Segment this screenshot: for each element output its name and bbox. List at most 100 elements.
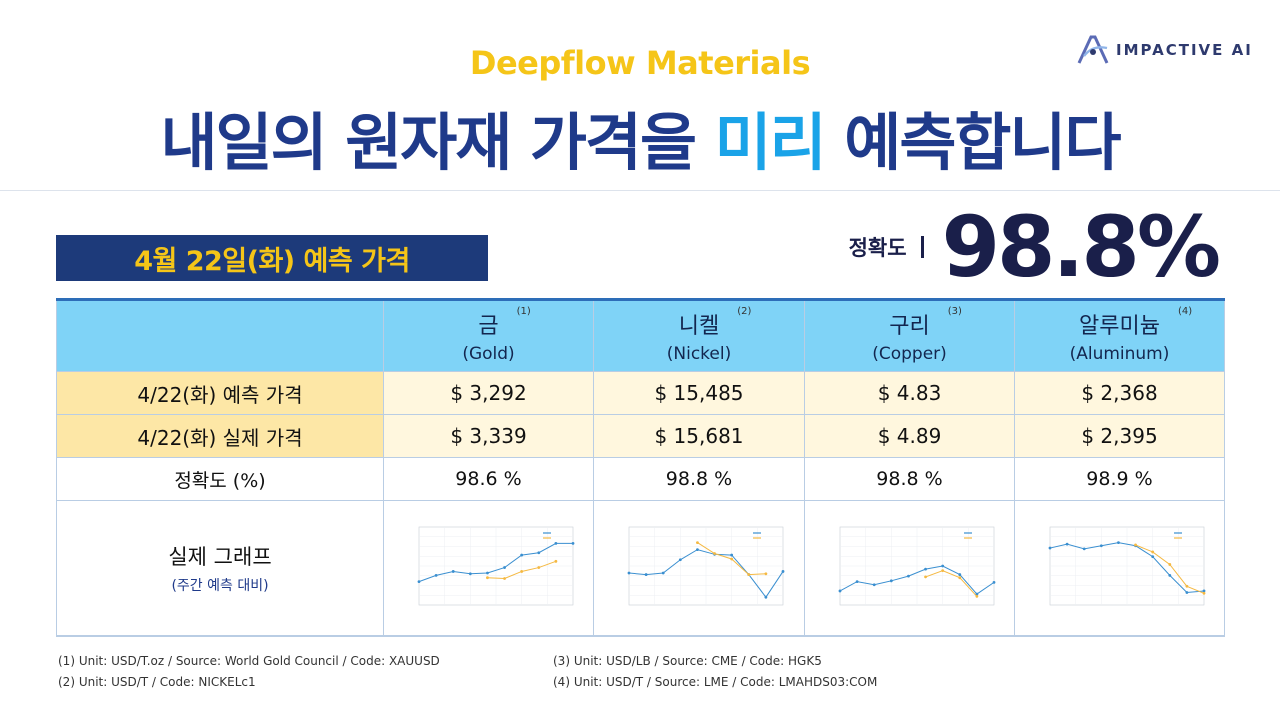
data-point (536, 566, 540, 569)
predicted-copper: $ 4.83 (804, 371, 1015, 415)
accuracy-nickel: 98.8 % (593, 457, 805, 501)
table-row-predicted: 4/22(화) 예측 가격 $ 3,292 $ 15,485 $ 4.83 $ … (56, 371, 1225, 415)
graph-cell-nickel (593, 500, 805, 637)
table-row-graph: 실제 그래프 (주간 예측 대비) (56, 500, 1225, 637)
graph-label: 실제 그래프 (168, 545, 272, 569)
headline-part-2: 예측합니다 (824, 106, 1121, 179)
data-point (1065, 542, 1069, 546)
predicted-aluminum: $ 2,368 (1014, 371, 1225, 415)
series-line (1049, 542, 1204, 594)
data-point (553, 541, 557, 545)
data-point (485, 571, 489, 575)
data-point (451, 570, 455, 573)
data-point (781, 570, 785, 573)
data-point (730, 553, 734, 557)
data-point (940, 569, 944, 573)
footnote-2: (2) Unit: USD/T / Code: NICKELc1 (58, 675, 256, 689)
data-point (730, 557, 734, 561)
accuracy-label: 정확도 (848, 236, 907, 260)
impactive-logo-icon (1077, 35, 1109, 64)
accuracy-separator (920, 236, 924, 258)
footnote-3: (3) Unit: USD/LB / Source: CME / Code: H… (553, 654, 822, 668)
data-point (957, 573, 961, 576)
data-point (536, 551, 540, 555)
data-point (485, 576, 489, 580)
data-point (764, 595, 768, 599)
graph-row-label: 실제 그래프 (주간 예측 대비) (56, 500, 384, 637)
header-empty-cell (56, 298, 384, 372)
table-row-accuracy: 정확도 (%) 98.6 % 98.8 % 98.8 % 98.9 % (56, 457, 1225, 501)
data-point (1202, 589, 1205, 593)
accuracy-value: 98.8% (941, 198, 1221, 296)
data-point (696, 548, 699, 552)
footnote-1: (1) Unit: USD/T.oz / Source: World Gold … (58, 654, 440, 668)
data-point (696, 541, 699, 544)
header-name: 니켈 (2) (679, 306, 752, 340)
graph-cell-gold (383, 500, 594, 637)
data-point (1150, 550, 1154, 554)
series-line (418, 542, 573, 583)
date-label: 4월 22일(화) 예측 가격 (56, 235, 488, 281)
graph-cell-aluminum (1014, 500, 1225, 637)
header-gold: 금 (1) (Gold) (383, 298, 594, 372)
nickel-chart (627, 526, 785, 606)
data-point (1048, 546, 1051, 550)
actual-aluminum: $ 2,395 (1014, 414, 1225, 458)
accuracy-copper: 98.8 % (804, 457, 1015, 501)
row-label: 4/22(화) 실제 가격 (56, 414, 384, 458)
accuracy-gold: 98.6 % (383, 457, 594, 501)
headline-accent: 미리 (714, 106, 827, 179)
data-point (764, 572, 768, 576)
headline-part-1: 내일의 원자재 가격을 (160, 106, 715, 179)
logo-text: IMPACTIVE AI (1116, 41, 1253, 59)
copper-chart (838, 526, 995, 606)
header-name: 알루미늄 (4) (1079, 306, 1192, 340)
accuracy-summary: 정확도 98.8% (848, 198, 1221, 296)
header-footnote-ref: (1) (516, 306, 531, 317)
table-row-actual: 4/22(화) 실제 가격 $ 3,339 $ 15,681 $ 4.89 $ … (56, 414, 1225, 458)
actual-nickel: $ 15,681 (593, 414, 805, 458)
series-line (628, 549, 784, 599)
price-table: 금 (1) (Gold) 니켈 (2) (Nickel) 구리 (3) (Copper… (56, 298, 1225, 637)
predicted-gold: $ 3,292 (383, 371, 594, 415)
header-footnote-ref: (2) (737, 306, 752, 317)
header-english: (Aluminum) (1069, 344, 1170, 364)
header-name: 구리 (3) (889, 306, 962, 340)
header-english: (Copper) (872, 344, 947, 364)
graph-sublabel: (주간 예측 대비) (171, 578, 269, 594)
predicted-nickel: $ 15,485 (593, 371, 805, 415)
data-point (1184, 584, 1188, 588)
data-point (1202, 591, 1205, 595)
header-name: 금 (1) (478, 306, 530, 340)
data-point (417, 580, 420, 583)
data-point (571, 541, 574, 545)
data-point (502, 577, 506, 580)
row-label: 4/22(화) 예측 가격 (56, 371, 384, 415)
data-point (940, 564, 944, 568)
header-english: (Gold) (462, 344, 515, 364)
table-header-row: 금 (1) (Gold) 니켈 (2) (Nickel) 구리 (3) (Copper… (56, 298, 1225, 372)
header-aluminum: 알루미늄 (4) (Aluminum) (1014, 298, 1225, 372)
header-name-text: 알루미늄 (1079, 314, 1160, 339)
data-point (713, 552, 716, 555)
data-point (747, 573, 751, 576)
row-label: 정확도 (%) (56, 457, 384, 501)
header-name-text: 금 (478, 314, 499, 339)
data-point (923, 567, 927, 571)
header-name-text: 구리 (889, 314, 930, 339)
data-point (1167, 573, 1171, 577)
graph-cell-copper (804, 500, 1015, 637)
data-point (1184, 591, 1188, 594)
header-nickel: 니켈 (2) (Nickel) (593, 298, 805, 372)
data-point (627, 571, 631, 575)
data-point (434, 573, 438, 577)
data-point (519, 553, 523, 557)
accuracy-aluminum: 98.9 % (1014, 457, 1225, 501)
page-headline: 내일의 원자재 가격을 미리 예측합니다 (0, 92, 1280, 182)
data-point (519, 570, 523, 573)
data-point (1099, 544, 1103, 548)
actual-copper: $ 4.89 (804, 414, 1015, 458)
header-english: (Nickel) (666, 344, 732, 364)
data-point (502, 566, 506, 569)
data-point (923, 575, 927, 579)
